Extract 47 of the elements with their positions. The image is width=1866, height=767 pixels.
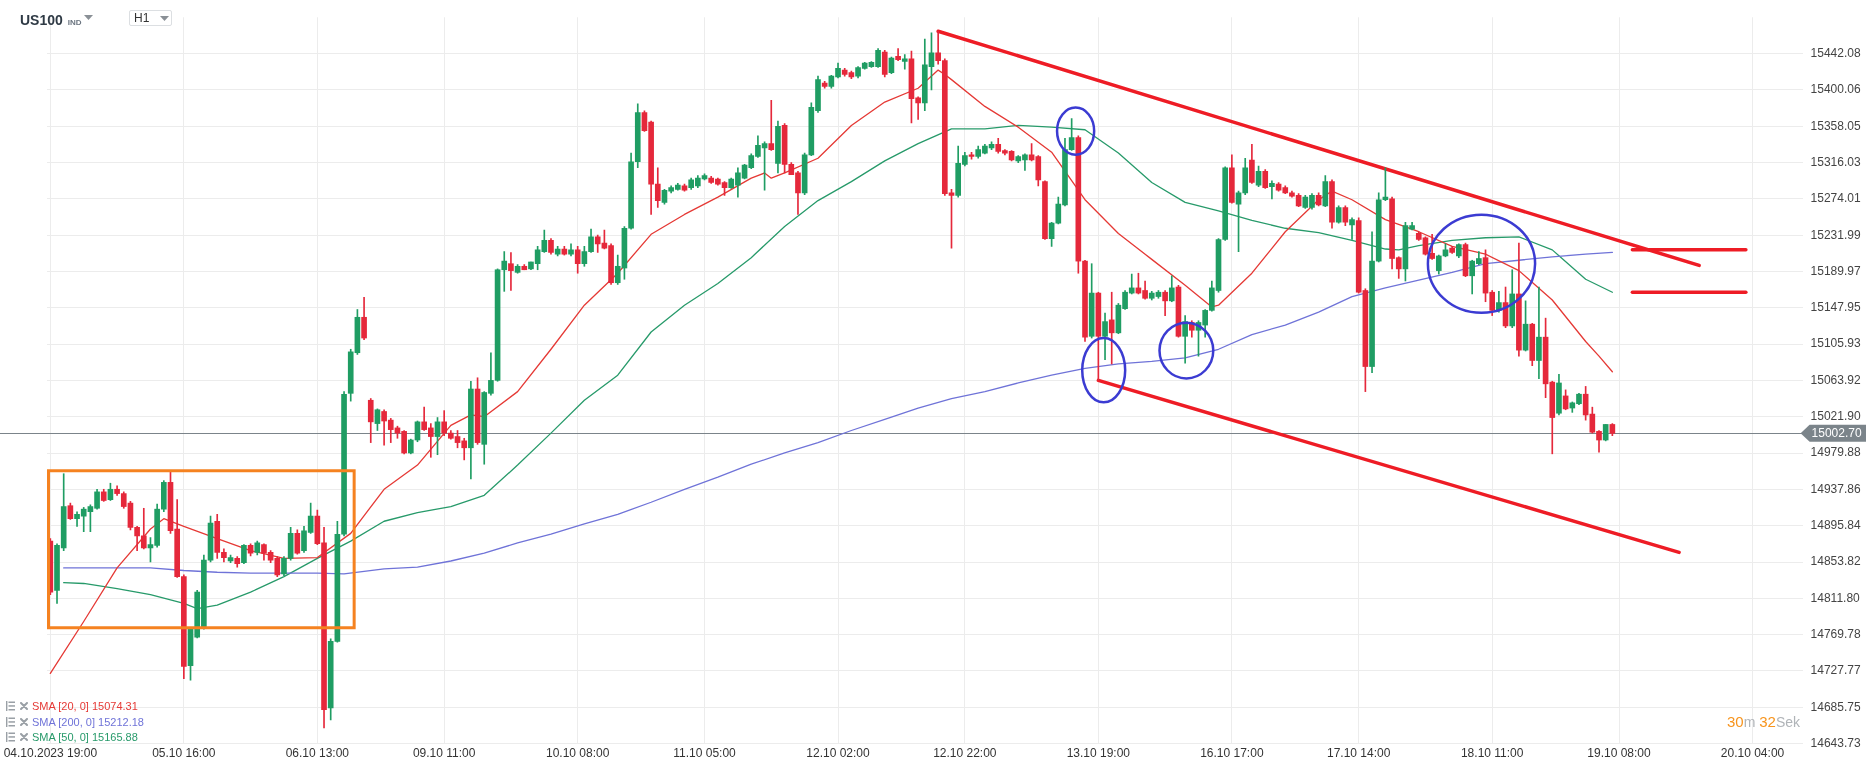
y-tick-label: 14727.77 <box>1810 663 1861 678</box>
candlestick <box>768 100 775 151</box>
x-tick-label: 10.10 08:00 <box>545 746 610 761</box>
y-tick-label: 15274.01 <box>1810 191 1861 206</box>
y-tick-label: 14853.82 <box>1810 554 1861 569</box>
y-tick-label: 14643.73 <box>1810 735 1861 750</box>
ref-line-label: 15002.70 <box>1811 426 1862 441</box>
y-tick-label: 15063.92 <box>1810 372 1861 387</box>
candlestick <box>1108 291 1115 365</box>
x-tick-label: 11.10 05:00 <box>673 746 737 761</box>
text: SMA [20, 0] 15074.31 <box>32 700 138 713</box>
y-tick-label: 15442.08 <box>1810 45 1861 60</box>
y-tick-label: 14769.78 <box>1810 626 1861 641</box>
y-tick-label: 15316.03 <box>1810 154 1861 169</box>
chart-subtitle: IND <box>67 18 82 27</box>
y-tick-label: 14979.88 <box>1810 445 1861 460</box>
y-tick-label: 15358.05 <box>1810 118 1861 133</box>
x-tick-label: 13.10 19:00 <box>1066 746 1131 761</box>
x-tick-label: 05.10 16:00 <box>152 746 216 761</box>
y-tick-label: 15105.93 <box>1810 336 1861 351</box>
x-tick-label: 17.10 14:00 <box>1326 746 1391 761</box>
x-tick-label: 16.10 17:00 <box>1200 746 1264 761</box>
y-tick-label: 14811.80 <box>1810 590 1861 605</box>
candlestick <box>901 54 908 70</box>
x-tick-label: 06.10 13:00 <box>285 746 350 761</box>
chart-title: US100 <box>20 11 63 29</box>
y-tick-label: 14685.75 <box>1810 699 1861 714</box>
y-tick-label: 15400.06 <box>1810 82 1861 97</box>
x-tick-label: 12.10 22:00 <box>933 746 997 761</box>
text: SMA [50, 0] 15165.88 <box>32 731 138 744</box>
y-tick-label: 14895.84 <box>1810 518 1861 533</box>
y-tick-label: 15147.95 <box>1810 300 1861 315</box>
y-tick-label: 15021.90 <box>1810 409 1861 424</box>
x-tick-label: 20.10 04:00 <box>1720 746 1785 761</box>
y-tick-label: 15231.99 <box>1810 227 1861 242</box>
x-tick-label: 19.10 08:00 <box>1587 746 1652 761</box>
y-tick-label: 14937.86 <box>1810 481 1861 496</box>
annotation: 30m 32Sek <box>1726 713 1800 730</box>
x-tick-label: 04.10.2023 19:00 <box>3 746 98 761</box>
x-tick-label: 12.10 02:00 <box>806 746 871 761</box>
x-tick-label: 18.10 11:00 <box>1460 746 1524 761</box>
text: SMA [200, 0] 15212.18 <box>32 715 144 728</box>
y-tick-label: 15189.97 <box>1810 263 1861 278</box>
x-tick-label: 09.10 11:00 <box>412 746 476 761</box>
candlestick <box>1269 180 1275 200</box>
annotation: H1 <box>134 11 150 25</box>
candlestick <box>508 252 514 291</box>
